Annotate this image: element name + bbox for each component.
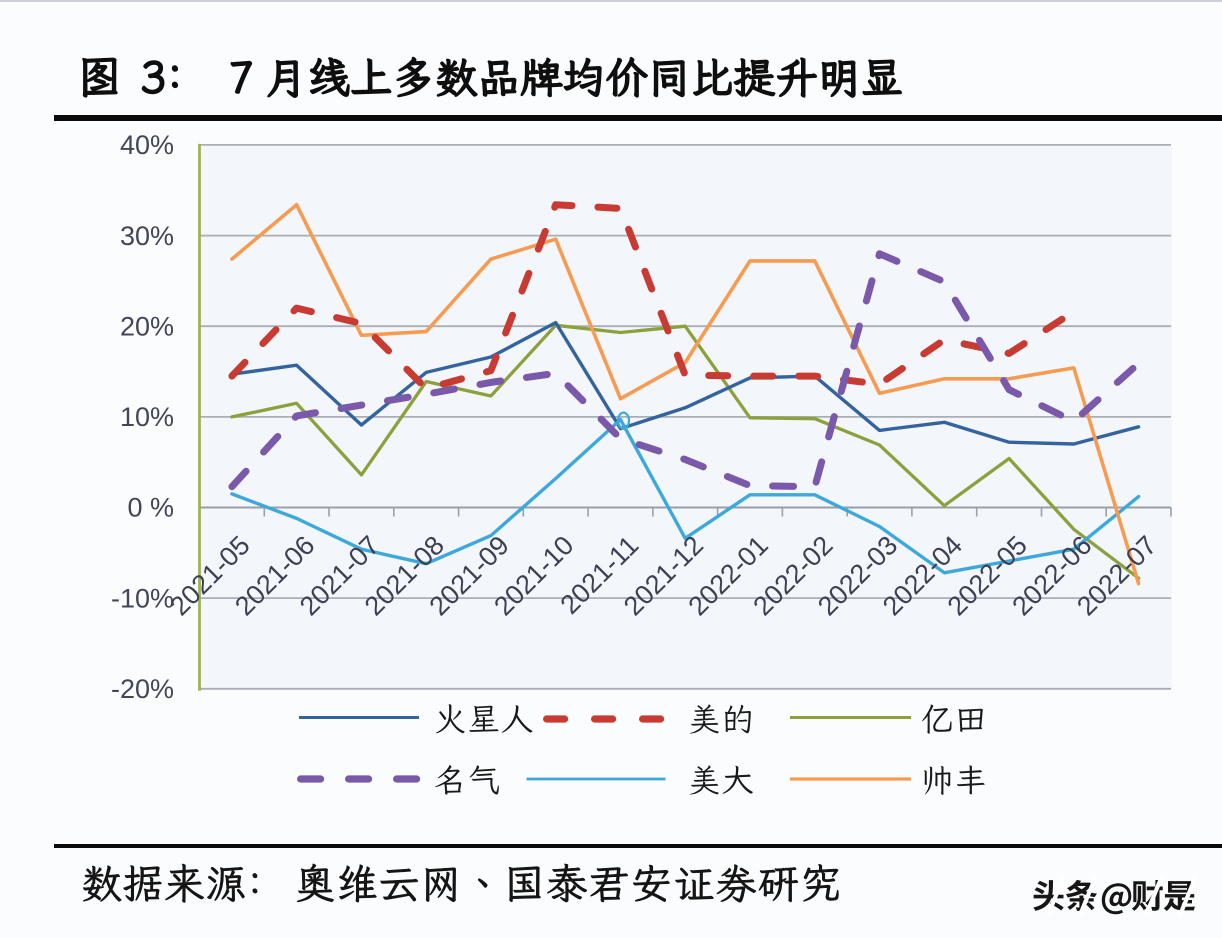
svg-text:40%: 40% — [120, 130, 174, 160]
svg-text:-20%: -20% — [111, 674, 174, 704]
svg-text:0 %: 0 % — [127, 493, 174, 523]
svg-text:20%: 20% — [120, 311, 174, 341]
svg-text:30%: 30% — [120, 221, 174, 251]
svg-text:-10%: -10% — [111, 583, 174, 613]
svg-text:10%: 10% — [120, 402, 174, 432]
